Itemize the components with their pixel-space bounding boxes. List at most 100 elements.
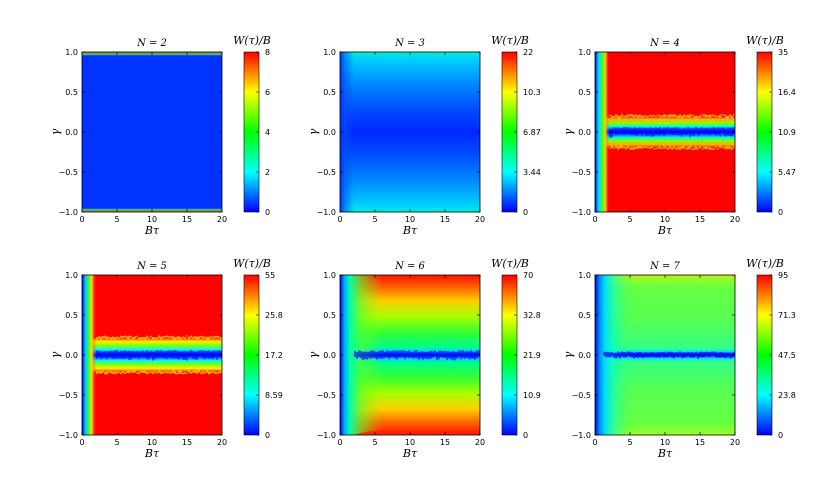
y-axis-label: γ xyxy=(307,128,320,135)
y-tick-label: 0.5 xyxy=(65,88,78,97)
y-tick-label: 0.5 xyxy=(578,88,591,97)
x-axis-label: Bτ xyxy=(144,447,160,460)
x-tick-label: 15 xyxy=(440,438,450,447)
x-axis-label: Bτ xyxy=(657,224,673,237)
colorbar-tick-label: 0 xyxy=(778,431,783,440)
colorbar-tick-label: 22 xyxy=(523,48,533,57)
y-tick-label: −1.0 xyxy=(59,431,78,440)
y-tick-label: 0.5 xyxy=(578,311,591,320)
x-tick-label: 15 xyxy=(182,438,192,447)
x-tick-label: 20 xyxy=(730,438,740,447)
y-tick-label: 1.0 xyxy=(578,48,591,57)
x-tick-label: 15 xyxy=(695,438,705,447)
x-tick-label: 0 xyxy=(337,215,342,224)
x-tick-label: 0 xyxy=(337,438,342,447)
y-tick-label: −0.5 xyxy=(572,168,591,177)
x-tick-label: 0 xyxy=(592,215,597,224)
colorbar-tick-label: 4 xyxy=(265,128,270,137)
x-axis-label: Bτ xyxy=(657,447,673,460)
y-tick-label: 0.0 xyxy=(578,351,591,360)
y-tick-label: 1.0 xyxy=(65,48,78,57)
colorbar-tick-label: 0 xyxy=(523,431,528,440)
x-tick-label: 5 xyxy=(627,215,632,224)
x-axis-label: Bτ xyxy=(402,447,418,460)
y-axis-label: γ xyxy=(49,351,62,358)
y-tick-label: −0.5 xyxy=(59,391,78,400)
panel-n6: N = 6 0 5 10 15 20 1.0 0.5 0.0 −0.5 −1.0 Bτ γ W(τ)/B7… xyxy=(307,257,541,460)
y-tick-label: −1.0 xyxy=(317,431,336,440)
y-tick-label: 0.0 xyxy=(65,128,78,137)
colorbar-tick-label: 10.9 xyxy=(778,128,796,137)
colorbar-label: W(τ)/B xyxy=(746,34,784,47)
x-tick-label: 20 xyxy=(475,438,485,447)
colorbar-tick-label: 16.4 xyxy=(778,88,796,97)
x-tick-label: 5 xyxy=(114,438,119,447)
x-tick-label: 20 xyxy=(475,215,485,224)
colorbar-tick-label: 10.3 xyxy=(523,88,541,97)
x-tick-label: 0 xyxy=(79,215,84,224)
y-tick-label: 1.0 xyxy=(323,48,336,57)
panel-title: N = 6 xyxy=(394,261,425,272)
colorbar-tick-label: 6 xyxy=(265,88,270,97)
y-tick-label: −0.5 xyxy=(59,168,78,177)
y-tick-label: 1.0 xyxy=(578,271,591,280)
y-tick-label: 0.0 xyxy=(323,128,336,137)
y-axis-label: γ xyxy=(307,351,320,358)
colorbar-tick-label: 3.44 xyxy=(523,168,541,177)
colorbar-tick-label: 0 xyxy=(523,208,528,217)
x-tick-label: 20 xyxy=(217,438,227,447)
x-axis-label: Bτ xyxy=(144,224,160,237)
y-tick-label: 0.5 xyxy=(323,311,336,320)
panel-title: N = 2 xyxy=(136,38,167,49)
x-tick-label: 20 xyxy=(730,215,740,224)
y-tick-label: −0.5 xyxy=(572,391,591,400)
x-tick-label: 10 xyxy=(660,438,670,447)
x-tick-label: 0 xyxy=(79,438,84,447)
colorbar-tick-label: 55 xyxy=(265,271,275,280)
colorbar-tick-label: 10.9 xyxy=(523,391,541,400)
y-tick-label: 1.0 xyxy=(65,271,78,280)
colorbar-tick-label: 8.59 xyxy=(265,391,283,400)
colorbar-tick-label: 95 xyxy=(778,271,788,280)
heatmap-image xyxy=(82,52,222,212)
y-tick-label: −0.5 xyxy=(317,391,336,400)
x-tick-label: 10 xyxy=(660,215,670,224)
y-tick-label: 0.0 xyxy=(323,351,336,360)
y-tick-label: 0.5 xyxy=(65,311,78,320)
colorbar-label: W(τ)/B xyxy=(233,34,271,47)
colorbar-label: W(τ)/B xyxy=(491,34,529,47)
y-axis-label: γ xyxy=(562,128,575,135)
colorbar-tick-label: 71.3 xyxy=(778,311,796,320)
y-tick-label: −1.0 xyxy=(317,208,336,217)
x-tick-label: 5 xyxy=(372,215,377,224)
colorbar-label: W(τ)/B xyxy=(491,257,529,270)
panel-n4: N = 4 0 5 10 15 20 1.0 0.5 0.0 −0.5 −1.0 Bτ γ W(τ)/B3… xyxy=(562,34,796,237)
x-tick-label: 0 xyxy=(592,438,597,447)
panel-n7: N = 7 0 5 10 15 20 1.0 0.5 0.0 −0.5 −1.0 Bτ γ W(τ)/B9… xyxy=(562,257,796,460)
panel-n2: N = 20 5 10 15 201.00.50.0−0.5−1.0BτγW(τ)/B8… xyxy=(49,34,271,237)
x-tick-label: 5 xyxy=(114,215,119,224)
x-axis-label: Bτ xyxy=(402,224,418,237)
x-tick-label: 15 xyxy=(182,215,192,224)
colorbar-label: W(τ)/B xyxy=(746,257,784,270)
x-tick-label: 10 xyxy=(405,215,415,224)
panel-title: N = 5 xyxy=(136,261,167,272)
panel-n5: N = 5 0 5 10 15 20 1.0 0.5 0.0 −0.5 −1.0 Bτ γ W(τ)/B5… xyxy=(49,257,283,460)
colorbar-tick-label: 23.8 xyxy=(778,391,796,400)
colorbar-tick-label: 5.47 xyxy=(778,168,796,177)
colorbar-tick-label: 17.2 xyxy=(265,351,283,360)
x-tick-label: 10 xyxy=(147,438,157,447)
colorbar-label: W(τ)/B xyxy=(233,257,271,270)
heatmap-transient-region xyxy=(340,52,480,212)
y-tick-label: −0.5 xyxy=(317,168,336,177)
colorbar-tick-label: 0 xyxy=(265,431,270,440)
colorbar-tick-label: 32.8 xyxy=(523,311,541,320)
x-tick-label: 10 xyxy=(147,215,157,224)
y-axis-label: γ xyxy=(562,351,575,358)
colorbar-tick-label: 25.8 xyxy=(265,311,283,320)
panel-n3: N = 3 0 5 10 15 20 1.0 0.5 0.0 −0.5 −1.0 Bτ γ W(τ)/B2… xyxy=(307,34,541,237)
colorbar-tick-label: 47.5 xyxy=(778,351,796,360)
colorbar-tick-label: 6.87 xyxy=(523,128,541,137)
x-tick-label: 5 xyxy=(372,438,377,447)
y-axis-label: γ xyxy=(49,128,62,135)
